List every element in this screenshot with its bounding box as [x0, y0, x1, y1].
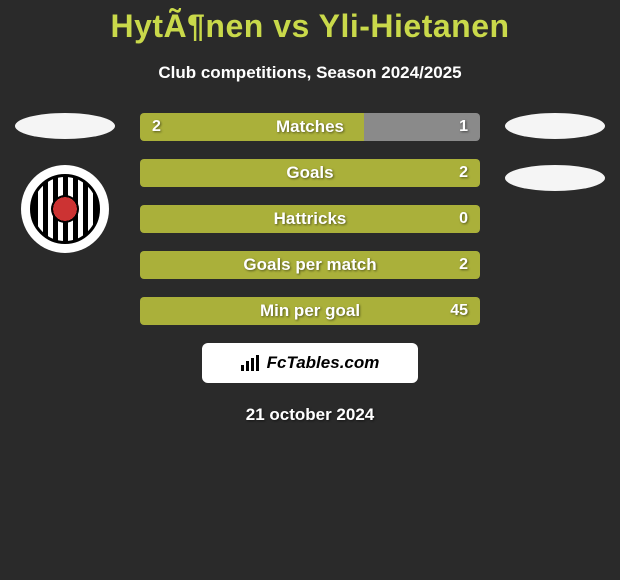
bar-value-right: 45	[450, 297, 468, 325]
page-title: HytÃ¶nen vs Yli-Hietanen	[0, 0, 620, 45]
brand-badge: FcTables.com	[202, 343, 418, 383]
bar-label: Hattricks	[140, 205, 480, 233]
stat-bar: Goals per match2	[140, 251, 480, 279]
club-badge-placeholder-right	[505, 165, 605, 191]
left-team-column	[10, 113, 120, 253]
club-badge-left	[21, 165, 109, 253]
brand-text: FcTables.com	[267, 353, 380, 373]
stat-bars: Matches21Goals2Hattricks0Goals per match…	[140, 113, 480, 325]
chart-icon	[241, 355, 261, 371]
stat-bar: Hattricks0	[140, 205, 480, 233]
right-team-column	[500, 113, 610, 217]
bar-value-right: 2	[459, 159, 468, 187]
comparison-chart: Matches21Goals2Hattricks0Goals per match…	[0, 113, 620, 325]
bar-value-right: 2	[459, 251, 468, 279]
bar-label: Min per goal	[140, 297, 480, 325]
bar-label: Goals per match	[140, 251, 480, 279]
bar-label: Goals	[140, 159, 480, 187]
player-photo-placeholder-left	[15, 113, 115, 139]
player-photo-placeholder-right	[505, 113, 605, 139]
bar-value-right: 0	[459, 205, 468, 233]
bar-label: Matches	[140, 113, 480, 141]
footer-date: 21 october 2024	[0, 405, 620, 425]
stat-bar: Goals2	[140, 159, 480, 187]
stat-bar: Matches2 1	[140, 113, 480, 141]
bar-value-right: 1	[459, 113, 468, 141]
subtitle: Club competitions, Season 2024/2025	[0, 63, 620, 83]
bar-value-left: 2	[152, 113, 161, 141]
stat-bar: Min per goal45	[140, 297, 480, 325]
